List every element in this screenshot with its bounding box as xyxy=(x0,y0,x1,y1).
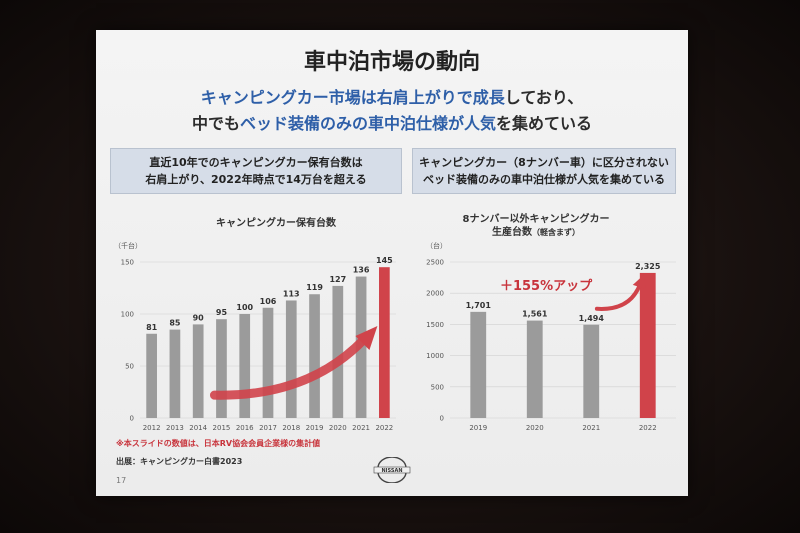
right-chart-ytick: 2000 xyxy=(426,290,444,298)
left-chart-value-label: 90 xyxy=(193,313,205,322)
left-box-line: 直近10年でのキャンピングカー保有台数は xyxy=(149,156,363,169)
left-chart-xtick: 2014 xyxy=(189,424,207,432)
left-chart-value-label: 95 xyxy=(216,308,228,317)
subtitle-text: を集めている xyxy=(496,114,593,133)
left-chart-xtick: 2017 xyxy=(259,424,277,432)
left-chart-value-label: 145 xyxy=(376,256,393,265)
subtitle-highlight-bed: ベッド装備のみの車中泊仕様が人気 xyxy=(239,114,496,133)
right-chart-unit: （台） xyxy=(426,241,447,250)
subtitle-line-2: 中でもベッド装備のみの車中泊仕様が人気を集めている xyxy=(96,110,688,134)
source-credit: 出展：キャンピングカー白書2023 xyxy=(116,457,243,466)
left-chart-xtick: 2018 xyxy=(282,424,300,432)
left-chart-bar xyxy=(262,307,274,418)
left-summary-box: 直近10年でのキャンピングカー保有台数は 右肩上がり、2022年時点で14万台を… xyxy=(110,148,402,194)
left-chart-bar xyxy=(169,329,181,418)
left-chart-ytick: 0 xyxy=(130,415,134,423)
left-bar-chart: （千台） 0 50 100 150 81 2012 85 2013 90 2014 95 2015 100… xyxy=(114,241,396,432)
right-chart-bar xyxy=(470,311,487,418)
left-chart-value-label: 106 xyxy=(260,297,277,306)
left-chart-xtick: 2019 xyxy=(306,424,324,432)
left-chart-value-label: 136 xyxy=(353,266,370,275)
slide-title: 車中泊市場の動向 xyxy=(303,50,480,75)
right-chart-title-line1: 8ナンバー以外キャンピングカー xyxy=(462,214,610,225)
left-chart-ytick: 100 xyxy=(121,311,134,319)
right-chart-bar xyxy=(583,324,600,418)
subtitle-text: しており、 xyxy=(504,88,584,107)
right-chart-xtick: 2021 xyxy=(582,424,600,432)
right-chart-xtick: 2022 xyxy=(639,424,657,432)
right-chart-ytick: 0 xyxy=(440,415,444,423)
left-chart-title: キャンピングカー保有台数 xyxy=(216,218,336,229)
left-chart-bar xyxy=(146,333,157,418)
page-number: 17 xyxy=(116,476,127,485)
left-chart-bar xyxy=(285,300,297,418)
right-chart-value-label: 1,561 xyxy=(522,310,548,319)
right-chart-title-note: （軽含まず） xyxy=(532,228,580,237)
right-chart-ytick: 2500 xyxy=(426,259,444,267)
right-chart-bar xyxy=(639,272,656,418)
growth-annotation: ＋155%アップ xyxy=(500,279,593,294)
annotation-arrow xyxy=(594,282,642,311)
growth-arrow-head xyxy=(355,326,378,350)
left-chart-value-label: 100 xyxy=(236,303,253,312)
right-chart-xtick: 2020 xyxy=(526,424,544,432)
left-chart-xtick: 2012 xyxy=(143,424,161,432)
left-chart-xtick: 2016 xyxy=(236,424,254,432)
left-chart-value-label: 113 xyxy=(283,289,300,298)
left-chart-value-label: 81 xyxy=(146,323,158,332)
right-summary-box: キャンピングカー（8ナンバー車）に区分されない ベッド装備のみの車中泊仕様が人気… xyxy=(412,148,676,194)
left-chart-value-label: 127 xyxy=(329,275,346,284)
growth-arrow xyxy=(209,335,368,400)
right-chart-title-main: 生産台数 xyxy=(492,227,532,238)
right-bar-chart: （台） 0 500 1000 1500 2000 2500 1,701 2019 1,561 202… xyxy=(426,241,676,432)
logo-text: NISSAN xyxy=(381,468,402,474)
left-chart-ytick: 50 xyxy=(125,363,134,371)
right-chart-ytick: 500 xyxy=(431,383,444,391)
right-chart-ytick: 1000 xyxy=(426,352,444,360)
right-chart-ytick: 1500 xyxy=(426,321,444,329)
subtitle-highlight-growth: キャンピングカー市場は右肩上がりで成長 xyxy=(200,88,505,107)
left-chart-xtick: 2020 xyxy=(329,424,347,432)
right-chart-value-label: 1,701 xyxy=(466,301,492,310)
left-chart-bar xyxy=(379,267,390,418)
right-chart-xtick: 2019 xyxy=(469,424,487,432)
left-chart-ytick: 150 xyxy=(121,259,134,267)
right-box-line: キャンピングカー（8ナンバー車）に区分されない xyxy=(419,156,669,169)
right-chart-value-label: 1,494 xyxy=(579,314,605,323)
subtitle-text: 中でも xyxy=(191,114,240,133)
subtitle-line-1: キャンピングカー市場は右肩上がりで成長しており、 xyxy=(96,84,688,108)
left-chart-bar xyxy=(309,294,320,418)
right-chart-value-label: 2,325 xyxy=(635,262,661,271)
left-chart-bar xyxy=(216,319,227,418)
right-chart-bar xyxy=(526,320,543,418)
nissan-logo: NISSAN xyxy=(373,457,411,483)
left-chart-xtick: 2013 xyxy=(166,424,184,432)
left-chart-bar xyxy=(239,314,251,418)
left-chart-bar xyxy=(192,324,204,418)
presentation-slide: 車中泊市場の動向 キャンピングカー市場は右肩上がりで成長しており、 中でもベッド… xyxy=(96,30,688,496)
left-box-line: 右肩上がり、2022年時点で14万台を超える xyxy=(145,173,367,186)
left-chart-unit: （千台） xyxy=(114,241,142,250)
footnote: ※本スライドの数値は、日本RV協会会員企業様の集計値 xyxy=(116,439,321,448)
left-chart-xtick: 2015 xyxy=(213,424,231,432)
annotation-arrow-head xyxy=(632,274,646,289)
left-chart-xtick: 2022 xyxy=(375,424,393,432)
left-chart-value-label: 119 xyxy=(306,283,323,292)
left-chart-bar xyxy=(332,285,344,418)
right-box-line: ベッド装備のみの車中泊仕様が人気を集めている xyxy=(423,173,665,186)
left-chart-xtick: 2021 xyxy=(352,424,370,432)
left-chart-value-label: 85 xyxy=(169,319,181,328)
right-chart-title-line2: 生産台数（軽含まず） xyxy=(436,223,636,238)
